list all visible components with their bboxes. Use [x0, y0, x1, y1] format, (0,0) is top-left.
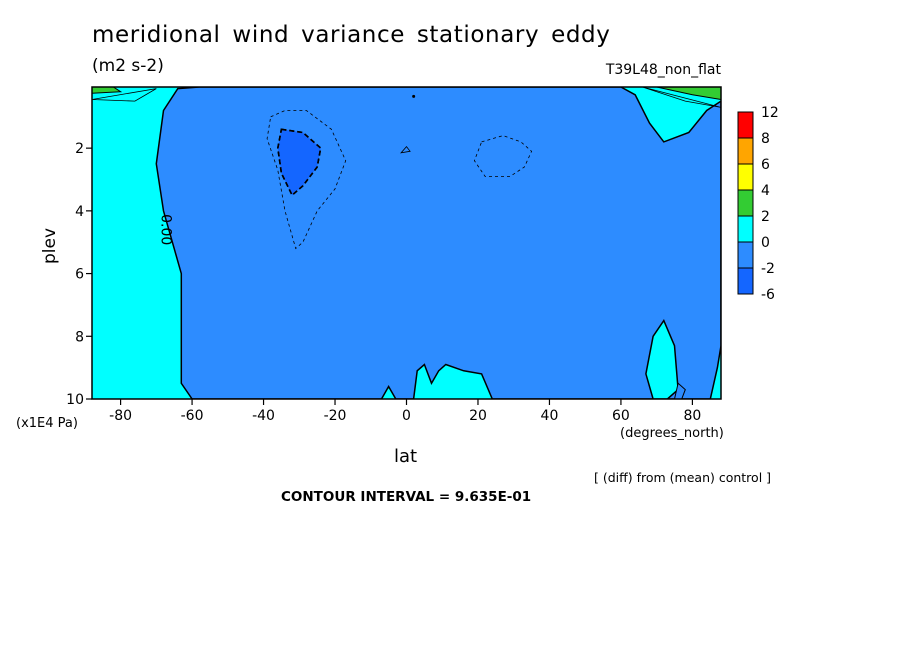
- small-region-2: [673, 382, 686, 399]
- y-tick-label: 10: [66, 392, 84, 408]
- y-axis-unit: (x1E4 Pa): [16, 416, 78, 431]
- run-label: T39L48_non_flat: [605, 62, 721, 78]
- colorbar-swatch: [737, 137, 754, 165]
- x-tick-label: 20: [469, 408, 487, 424]
- colorbar-label: 0: [761, 235, 770, 251]
- small-region-1: [656, 87, 721, 101]
- contour-line-3: [400, 145, 411, 154]
- colorbar: -6 -2 0 2 4 6 8 12: [737, 105, 779, 303]
- colorbar-swatch: [737, 267, 754, 295]
- contour-dot: [412, 94, 416, 98]
- y-tick-label: 6: [75, 267, 84, 283]
- colorbar-label: 12: [761, 105, 779, 121]
- x-tick-label: 60: [612, 408, 630, 424]
- y-tick-label: 8: [75, 329, 84, 345]
- contour-line-4: [92, 88, 157, 102]
- colorbar-label: -2: [761, 261, 775, 277]
- contour-region-0: [155, 87, 721, 399]
- x-axis-label: lat: [394, 446, 418, 467]
- colorbar-label: 6: [761, 157, 770, 173]
- colorbar-swatch: [737, 241, 754, 269]
- contour-line-5: [642, 87, 721, 108]
- y-tick-label: 4: [75, 204, 84, 220]
- colorbar-label: -6: [761, 287, 775, 303]
- colorbar-swatch: [737, 189, 754, 217]
- x-tick-label: 0: [402, 408, 411, 424]
- y-tick-label: 2: [75, 141, 84, 157]
- colorbar-swatch: [737, 163, 754, 191]
- x-axis-unit: (degrees_north): [620, 426, 724, 441]
- colorbar-label: 4: [761, 183, 770, 199]
- zero-contour-label: 0.00: [157, 214, 173, 245]
- chart-title: meridional wind variance stationary eddy: [92, 22, 611, 48]
- chart-units: (m2 s-2): [92, 56, 164, 76]
- x-tick-label: -20: [324, 408, 347, 424]
- colorbar-label: 2: [761, 209, 770, 225]
- x-tick-label: -80: [109, 408, 132, 424]
- contour-line-0: [266, 110, 347, 250]
- x-tick-label: -60: [181, 408, 204, 424]
- x-tick-label: -40: [252, 408, 275, 424]
- colorbar-label: 8: [761, 131, 770, 147]
- diff-note: [ (diff) from (mean) control ]: [594, 470, 772, 485]
- x-tick-label: 40: [541, 408, 559, 424]
- colorbar-swatch: [737, 111, 754, 139]
- contour-region-2: [645, 319, 679, 399]
- contour-line-1: [473, 135, 533, 177]
- colorbar-swatch: [737, 215, 754, 243]
- plot-area: 0.00 -80 -60 -40 -20 0 20 40 60 80 2 4 6 8 10: [66, 86, 722, 424]
- x-tick-label: 80: [683, 408, 701, 424]
- contour-line-2: [276, 128, 322, 197]
- small-region-0: [92, 87, 123, 94]
- contour-interval: CONTOUR INTERVAL = 9.635E-01: [281, 489, 532, 505]
